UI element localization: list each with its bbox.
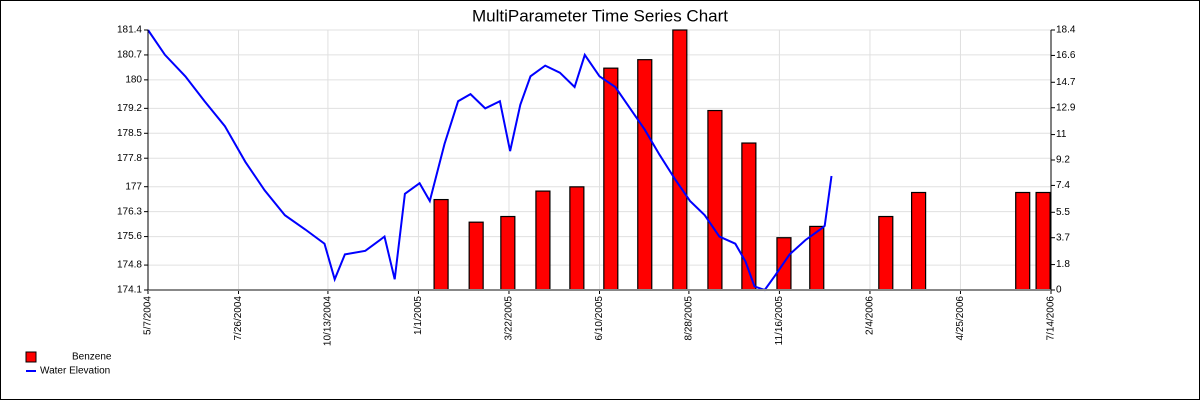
y2-tick-label: 9.2: [1056, 155, 1070, 166]
x-tick-label: 2/4/2006: [865, 296, 876, 335]
y2-tick-label: 12.9: [1056, 102, 1076, 113]
y2-tick-label: 5.5: [1056, 207, 1070, 218]
legend-label: Water Elevation: [40, 366, 110, 377]
y-tick-label: 180: [125, 75, 142, 86]
bar: [535, 190, 551, 291]
bar: [707, 109, 723, 291]
bar: [911, 191, 927, 291]
bar: [672, 29, 688, 291]
y2-tick-label: 1.8: [1056, 259, 1070, 270]
y2-tick-label: 16.6: [1056, 50, 1076, 61]
x-tick-label: 4/25/2006: [955, 296, 966, 341]
y2-tick-label: 3.7: [1056, 232, 1070, 243]
y-tick-label: 176.3: [117, 206, 142, 217]
legend: Benzene Water Elevation: [25, 351, 112, 377]
y2-tick-label: 18.4: [1056, 25, 1076, 36]
x-tick-label: 6/10/2005: [594, 296, 605, 341]
y2-tick-label: 14.7: [1056, 77, 1076, 88]
x-tick-label: 7/26/2004: [233, 296, 244, 341]
bar: [569, 186, 585, 291]
x-tick-label: 7/14/2006: [1046, 296, 1057, 341]
chart-title: MultiParameter Time Series Chart: [472, 6, 728, 25]
y-tick-label: 181.4: [117, 25, 142, 36]
y-tick-label: 177.8: [117, 153, 142, 164]
bar: [468, 221, 484, 291]
bar: [637, 59, 653, 291]
y-tick-label: 177: [125, 181, 142, 192]
bar: [1035, 191, 1051, 291]
bar: [1015, 191, 1031, 291]
y2-tick-label: 7.4: [1056, 180, 1070, 191]
bar: [878, 215, 894, 291]
x-tick-label: 1/1/2005: [413, 296, 424, 335]
bar: [500, 215, 516, 291]
y2-tick-label: 0: [1056, 285, 1062, 296]
y-tick-label: 174.8: [117, 260, 142, 271]
legend-label: Benzene: [72, 352, 112, 363]
y2-tick-label: 11: [1056, 129, 1067, 140]
x-tick-label: 10/13/2004: [323, 296, 334, 346]
y-tick-label: 179.2: [117, 103, 142, 114]
bar: [433, 198, 449, 291]
legend-swatch: [25, 351, 37, 363]
x-tick-label: 3/22/2005: [504, 296, 515, 341]
y-tick-label: 178.5: [117, 128, 142, 139]
y-tick-label: 180.7: [117, 50, 142, 61]
x-tick-label: 11/16/2005: [774, 296, 785, 346]
y-tick-label: 175.6: [117, 231, 142, 242]
x-tick-label: 5/7/2004: [143, 296, 154, 335]
bar: [603, 67, 619, 291]
x-tick-label: 8/28/2005: [684, 296, 695, 341]
line: [147, 29, 833, 292]
y-tick-label: 174.1: [117, 285, 142, 296]
